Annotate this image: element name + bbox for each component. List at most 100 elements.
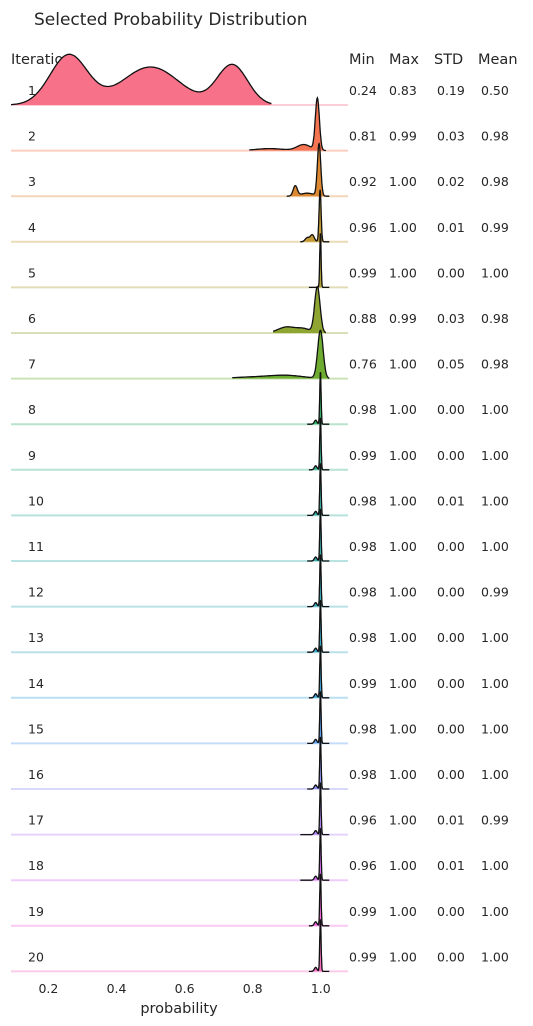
stat-min: 0.96 bbox=[349, 813, 377, 828]
stat-header-std: STD bbox=[434, 52, 463, 68]
stat-std: 0.00 bbox=[437, 539, 465, 554]
iteration-label: 11 bbox=[28, 539, 44, 554]
iteration-label: 16 bbox=[28, 767, 44, 782]
stat-mean: 1.00 bbox=[481, 904, 509, 919]
stat-std: 0.00 bbox=[437, 721, 465, 736]
stat-max: 1.00 bbox=[389, 220, 417, 235]
ridge-density-fill bbox=[307, 463, 330, 516]
stat-mean: 0.50 bbox=[481, 83, 509, 98]
stat-min: 0.99 bbox=[349, 949, 377, 964]
stat-std: 0.00 bbox=[437, 265, 465, 280]
ridge-row-6: 6 0.88 0.99 0.03 0.98 bbox=[11, 285, 509, 334]
ridge-density-fill bbox=[307, 600, 330, 653]
stat-max: 1.00 bbox=[389, 904, 417, 919]
ridge-density-line bbox=[10, 53, 272, 106]
stat-max: 1.00 bbox=[389, 858, 417, 873]
x-tick-label: 0.2 bbox=[38, 981, 58, 996]
stat-mean: 1.00 bbox=[481, 767, 509, 782]
stat-min: 0.96 bbox=[349, 220, 377, 235]
ridge-row-12: 12 0.98 1.00 0.00 0.99 bbox=[11, 554, 509, 608]
stat-mean: 0.98 bbox=[481, 129, 509, 144]
ridge-density-line bbox=[308, 645, 330, 699]
stat-min: 0.99 bbox=[349, 265, 377, 280]
ridge-density-line bbox=[272, 285, 327, 334]
stat-min: 0.98 bbox=[349, 539, 377, 554]
ridge-density-line bbox=[308, 233, 330, 289]
ridge-row-5: 5 0.99 1.00 0.00 1.00 bbox=[11, 233, 509, 289]
stat-mean: 0.98 bbox=[481, 311, 509, 326]
stat-std: 0.01 bbox=[437, 493, 465, 508]
ridge-density-line bbox=[307, 600, 330, 653]
x-axis: 0.2 0.4 0.6 0.8 1.0 bbox=[38, 981, 330, 996]
stat-max: 1.00 bbox=[389, 585, 417, 600]
ridge-density-line bbox=[232, 329, 330, 379]
ridge-row-16: 16 0.98 1.00 0.00 1.00 bbox=[11, 736, 509, 790]
stat-min: 0.81 bbox=[349, 129, 377, 144]
ridge-density-fill bbox=[307, 691, 330, 744]
stat-max: 1.00 bbox=[389, 402, 417, 417]
stat-max: 1.00 bbox=[389, 174, 417, 189]
stat-min: 0.98 bbox=[349, 585, 377, 600]
stat-max: 1.00 bbox=[389, 265, 417, 280]
stat-min: 0.99 bbox=[349, 904, 377, 919]
ridge-density-line bbox=[307, 691, 330, 745]
ridge-row-10: 10 0.98 1.00 0.01 1.00 bbox=[11, 463, 509, 517]
ridge-density-fill bbox=[307, 737, 330, 789]
stat-std: 0.03 bbox=[437, 129, 465, 144]
stat-max: 1.00 bbox=[389, 949, 417, 964]
ridge-row-17: 17 0.96 1.00 0.01 0.99 bbox=[11, 782, 509, 836]
stat-mean: 1.00 bbox=[481, 539, 509, 554]
iteration-label: 1 bbox=[28, 83, 36, 98]
ridge-row-13: 13 0.98 1.00 0.00 1.00 bbox=[11, 600, 509, 654]
ridge-density-line bbox=[307, 372, 330, 425]
ridge-density-fill bbox=[286, 143, 330, 197]
iteration-label: 8 bbox=[28, 402, 36, 417]
stat-std: 0.00 bbox=[437, 585, 465, 600]
stat-std: 0.00 bbox=[437, 448, 465, 463]
chart-title: Selected Probability Distribution bbox=[34, 10, 308, 30]
iteration-label: 4 bbox=[28, 220, 36, 235]
ridge-density-line bbox=[308, 873, 330, 927]
stat-min: 0.99 bbox=[349, 676, 377, 691]
stat-min: 0.88 bbox=[349, 311, 377, 326]
stat-max: 0.83 bbox=[389, 83, 417, 98]
iteration-label: 9 bbox=[28, 448, 36, 463]
ridge-density-fill bbox=[11, 54, 272, 105]
stat-min: 0.98 bbox=[349, 493, 377, 508]
iteration-label: 5 bbox=[28, 265, 36, 280]
stat-max: 0.99 bbox=[389, 129, 417, 144]
stat-max: 1.00 bbox=[389, 813, 417, 828]
stat-mean: 0.99 bbox=[481, 813, 509, 828]
stat-min: 0.99 bbox=[349, 448, 377, 463]
ridge-density-line bbox=[300, 828, 330, 881]
stat-mean: 0.99 bbox=[481, 585, 509, 600]
stat-header-min: Min bbox=[349, 52, 375, 68]
ridge-density-fill bbox=[300, 828, 330, 881]
ridge-row-9: 9 0.99 1.00 0.00 1.00 bbox=[11, 417, 509, 471]
stat-max: 1.00 bbox=[389, 767, 417, 782]
ridge-density-line bbox=[308, 417, 330, 471]
iteration-label: 15 bbox=[28, 721, 44, 736]
stat-std: 0.01 bbox=[437, 813, 465, 828]
ridge-row-19: 19 0.99 1.00 0.00 1.00 bbox=[11, 873, 509, 927]
stat-max: 1.00 bbox=[389, 493, 417, 508]
iteration-label: 18 bbox=[28, 858, 44, 873]
iteration-label: 14 bbox=[28, 676, 44, 691]
iteration-label: 7 bbox=[28, 357, 36, 372]
ridge-density-fill bbox=[300, 782, 330, 835]
ridge-density-line bbox=[249, 96, 327, 152]
stat-mean: 1.00 bbox=[481, 949, 509, 964]
stat-std: 0.03 bbox=[437, 311, 465, 326]
iteration-label: 12 bbox=[28, 585, 44, 600]
stat-min: 0.98 bbox=[349, 721, 377, 736]
stat-mean: 1.00 bbox=[481, 630, 509, 645]
stat-mean: 1.00 bbox=[481, 402, 509, 417]
x-tick-label: 0.8 bbox=[243, 981, 263, 996]
stat-max: 1.00 bbox=[389, 676, 417, 691]
stat-header-max: Max bbox=[389, 52, 419, 68]
ridge-row-11: 11 0.98 1.00 0.00 1.00 bbox=[11, 508, 509, 562]
iteration-label: 2 bbox=[28, 129, 36, 144]
stat-mean: 1.00 bbox=[481, 493, 509, 508]
stat-mean: 1.00 bbox=[481, 721, 509, 736]
